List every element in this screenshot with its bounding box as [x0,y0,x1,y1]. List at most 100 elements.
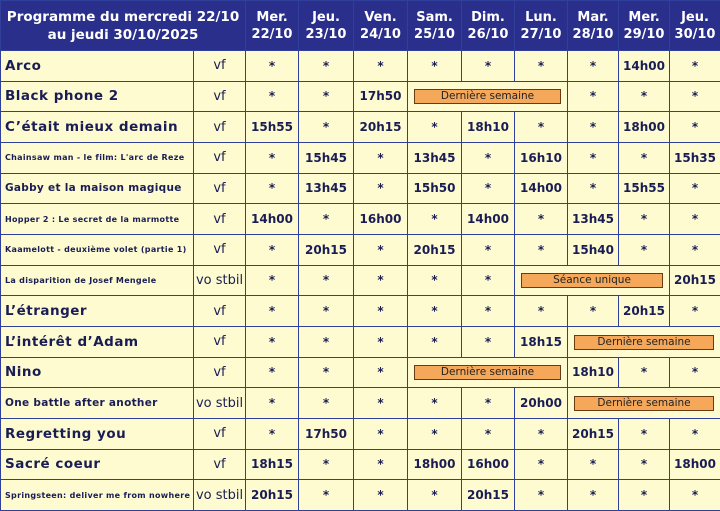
version: vo stbil [194,265,246,296]
day-name: Jeu. [670,9,720,26]
badge-cell: Dernière semaine [408,357,568,388]
showtime: 15h35 [670,142,720,173]
showtime: 14h00 [462,204,515,235]
showtime: 15h45 [299,142,354,173]
showtime: * [515,51,568,82]
showtime: * [568,142,619,173]
showtime: * [462,265,515,296]
showtime: * [408,418,462,449]
film-title: Sacré coeur [1,449,194,480]
showtime: * [354,326,408,357]
showtime: * [299,357,354,388]
showtime: * [354,142,408,173]
showtime: * [408,296,462,327]
showtime: * [299,449,354,480]
showtime: * [568,296,619,327]
showtime: * [246,173,299,204]
showtime: * [462,51,515,82]
showtime: 15h55 [246,112,299,143]
showtime: 18h10 [462,112,515,143]
showtime: * [246,326,299,357]
showtime: * [354,418,408,449]
showtime: * [299,112,354,143]
showtime: * [515,449,568,480]
showtime: * [670,480,720,511]
showtime: * [246,357,299,388]
badge-cell: Dernière semaine [568,326,720,357]
badge-cell: Dernière semaine [568,388,720,419]
showtime: * [670,418,720,449]
showtime: 20h15 [619,296,670,327]
showtime: * [670,204,720,235]
showtime: 20h15 [670,265,720,296]
showtime: 16h10 [515,142,568,173]
version: vf [194,142,246,173]
film-row: Kaamelott - deuxième volet (partie 1)vf*… [1,234,720,265]
film-title: Arco [1,51,194,82]
showtime: * [408,51,462,82]
showtime: * [462,234,515,265]
showtime: 13h45 [408,142,462,173]
showtime: * [670,296,720,327]
film-title: Black phone 2 [1,81,194,112]
showtime: * [515,418,568,449]
showtime: * [568,112,619,143]
showtime: * [408,388,462,419]
day-date: 23/10 [299,26,353,43]
day-name: Mer. [619,9,669,26]
day-header: Mer.22/10 [246,1,299,51]
showtime: 15h40 [568,234,619,265]
film-title: L’intérêt d’Adam [1,326,194,357]
showtime: 18h00 [619,112,670,143]
showtime: * [408,326,462,357]
day-name: Lun. [515,9,567,26]
showtime: * [354,296,408,327]
showtime: 17h50 [354,81,408,112]
showtime: * [462,418,515,449]
showtime: * [246,234,299,265]
badge: Dernière semaine [414,89,561,104]
day-name: Dim. [462,9,514,26]
showtime: * [515,296,568,327]
film-title: Gabby et la maison magique [1,173,194,204]
showtime: 20h15 [354,112,408,143]
showtime: 18h15 [246,449,299,480]
showtime: * [462,326,515,357]
film-title: Springsteen: deliver me from nowhere [1,480,194,511]
version: vf [194,112,246,143]
showtime: * [619,357,670,388]
showtime: 17h50 [299,418,354,449]
showtime: 14h00 [619,51,670,82]
showtime: * [299,388,354,419]
film-title: C’était mieux demain [1,112,194,143]
day-header: Mer.29/10 [619,1,670,51]
showtime: * [246,296,299,327]
day-header: Lun.27/10 [515,1,568,51]
day-date: 27/10 [515,26,567,43]
day-name: Mar. [568,9,618,26]
showtime: * [515,234,568,265]
showtime: * [670,173,720,204]
day-header: Mar.28/10 [568,1,619,51]
showtime: * [462,388,515,419]
day-date: 22/10 [246,26,298,43]
showtime: * [515,112,568,143]
showtime: * [408,112,462,143]
showtime: * [354,357,408,388]
day-header: Ven.24/10 [354,1,408,51]
version: vo stbil [194,480,246,511]
day-header: Sam.25/10 [408,1,462,51]
showtime: 20h00 [515,388,568,419]
day-date: 29/10 [619,26,669,43]
version: vf [194,449,246,480]
day-header: Jeu.30/10 [670,1,720,51]
